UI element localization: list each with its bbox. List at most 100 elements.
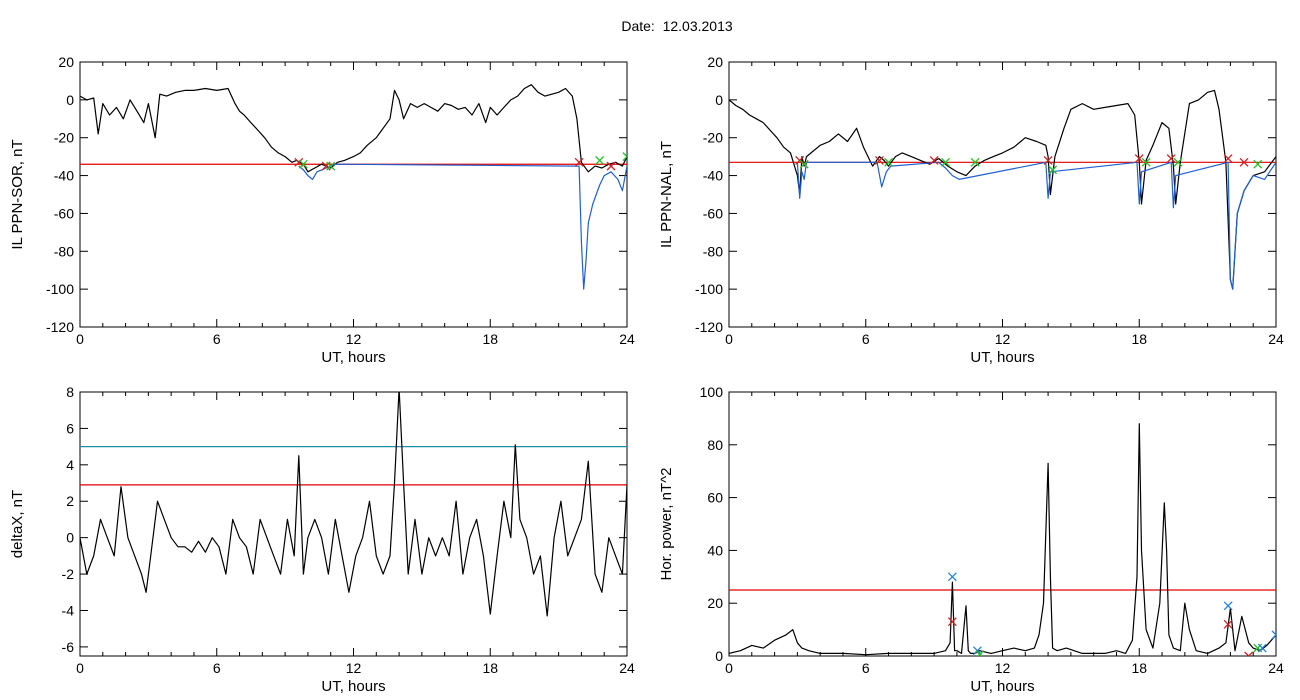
series-group (80, 84, 627, 290)
marker-stroke (1166, 154, 1176, 163)
x-marker-red (1223, 154, 1233, 163)
x-marker-red (1134, 154, 1144, 163)
x-tick-label: 12 (995, 331, 1011, 347)
y-tick-label: 60 (707, 490, 723, 506)
x-tick-label: 18 (1131, 660, 1147, 676)
marker-stroke (622, 152, 627, 158)
x-marker-red (1223, 619, 1233, 629)
x-marker-green (970, 157, 980, 167)
x-marker-blue (1223, 601, 1233, 611)
marker-stroke (1257, 643, 1267, 653)
x-marker-red (321, 161, 331, 171)
y-tick-label: 0 (66, 530, 74, 546)
y-axis-label: deltaX, nT (9, 490, 26, 558)
y-tick-label: -120 (695, 319, 723, 335)
x-marker-green (595, 155, 605, 165)
y-tick-label: -100 (46, 281, 74, 297)
x-tick-label: 24 (1268, 660, 1284, 676)
marker-stroke (1223, 154, 1233, 163)
marker-stroke (622, 155, 627, 162)
x-tick-label: 24 (1268, 331, 1284, 347)
x-tick-label: 6 (862, 660, 870, 676)
x-marker-blue (1257, 643, 1267, 653)
series-line-black (80, 84, 627, 173)
y-tick-label: -100 (695, 281, 723, 297)
x-axis-label: UT, hours (321, 678, 385, 695)
marker-stroke (970, 157, 980, 167)
y-tick-label: 100 (700, 384, 724, 400)
x-marker-blue (947, 572, 957, 582)
x-marker-green (884, 157, 894, 167)
series-group (729, 89, 1276, 290)
y-tick-label: -80 (703, 243, 723, 259)
y-tick-label: 0 (66, 92, 74, 108)
y-tick-label: -120 (46, 319, 74, 335)
marker-stroke (1134, 154, 1144, 163)
y-tick-label: -20 (54, 130, 74, 146)
marker-stroke (1239, 157, 1249, 167)
x-axis-label: UT, hours (321, 349, 385, 366)
marker-stroke (1043, 155, 1053, 165)
x-marker-green (622, 152, 627, 162)
y-tick-label: -60 (54, 205, 74, 221)
y-tick-label: 8 (66, 384, 74, 400)
marker-stroke (1173, 157, 1183, 167)
x-tick-label: 6 (213, 331, 221, 347)
marker-stroke (977, 650, 985, 656)
x-marker-green (799, 159, 809, 169)
marker-stroke (294, 157, 304, 167)
x-tick-label: 18 (482, 331, 498, 347)
y-tick-label: -80 (54, 243, 74, 259)
x-tick-label: 0 (76, 660, 84, 676)
x-marker-red (1244, 651, 1254, 656)
x-tick-label: 12 (346, 660, 362, 676)
plot-frame (79, 61, 628, 328)
plot-frame (79, 391, 628, 657)
y-tick-label: 20 (707, 54, 723, 70)
figure-title: Date: 12.03.2013 (621, 18, 733, 34)
x-marker-green (1173, 157, 1183, 167)
chart-panel-2: 0 6 12 18 24 -120 -100 -80 -60 -40 -20 0 20 UT, hours… (658, 54, 1284, 366)
marker-stroke (799, 159, 809, 169)
x-marker-red (874, 155, 884, 165)
y-tick-label: 0 (715, 92, 723, 108)
x-marker-red (1239, 157, 1249, 167)
x-tick-label: 24 (619, 660, 635, 676)
x-axis-label: UT, hours (970, 349, 1034, 366)
x-marker-red (574, 157, 584, 167)
y-tick-label: 2 (66, 493, 74, 509)
marker-stroke (326, 161, 336, 171)
chart-panel-1: 0 6 12 18 24 -120 -100 -80 -60 -40 -20 0 20 UT, hours… (9, 54, 635, 366)
y-tick-label: 0 (715, 648, 723, 664)
marker-stroke (1048, 165, 1058, 175)
x-marker-blue (1271, 630, 1276, 640)
marker-stroke (947, 617, 957, 627)
marker-stroke (1271, 630, 1276, 636)
marker-stroke (574, 157, 584, 167)
x-marker-red (606, 161, 616, 171)
y-tick-label: -40 (54, 168, 74, 184)
marker-stroke (874, 155, 884, 165)
x-tick-label: 6 (862, 331, 870, 347)
y-tick-label: -60 (703, 205, 723, 221)
chart-panel-4: 0 6 12 18 24 0 20 40 60 80 100 UT, hours Hor. power,… (658, 384, 1284, 695)
x-marker-green (941, 157, 950, 167)
x-marker-red (929, 155, 939, 165)
x-tick-label: 18 (482, 660, 498, 676)
plot-frame (728, 391, 1277, 657)
x-tick-label: 0 (725, 660, 733, 676)
x-marker-green (1253, 643, 1263, 653)
series-line-blue (298, 163, 627, 290)
x-tick-label: 18 (1131, 331, 1147, 347)
series-group (729, 423, 1276, 656)
series-line-black (80, 392, 627, 617)
x-marker-green (1048, 165, 1058, 175)
x-tick-label: 12 (346, 331, 362, 347)
marker-stroke (884, 157, 894, 167)
marker-stroke (1141, 157, 1151, 167)
marker-stroke (606, 161, 616, 171)
y-tick-label: -2 (62, 566, 75, 582)
marker-stroke (929, 155, 939, 165)
series-line-black (729, 423, 1276, 656)
y-tick-label: -20 (703, 130, 723, 146)
